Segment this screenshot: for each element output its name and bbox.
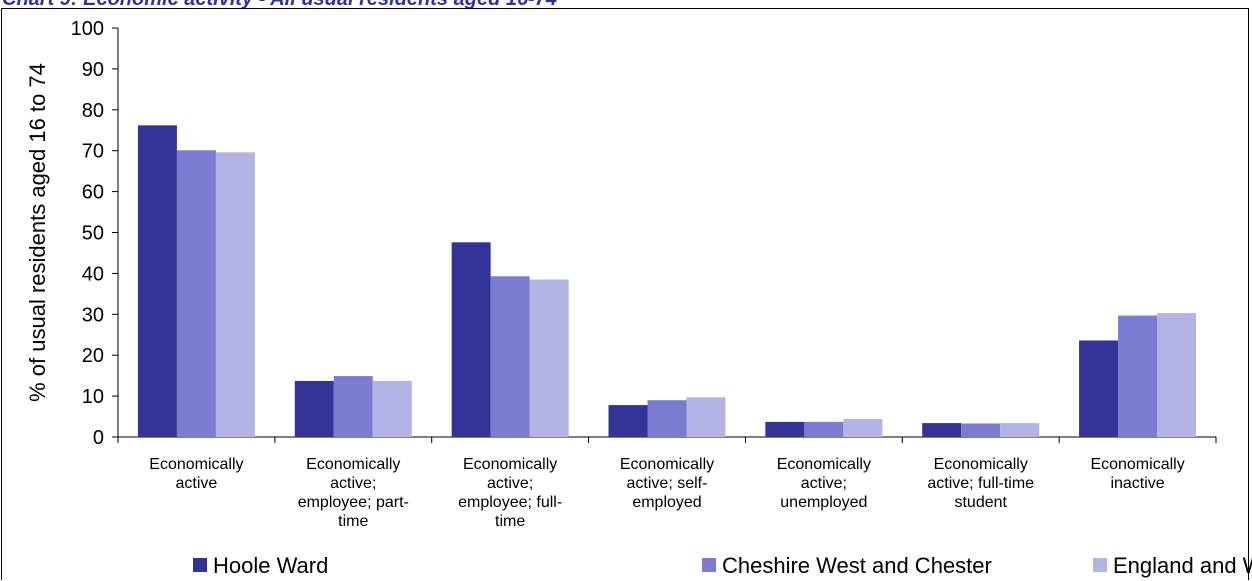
legend-label-2: England and Wales (1113, 553, 1252, 578)
bar-5-2 (1000, 423, 1040, 437)
legend-swatch-2 (1093, 558, 1107, 572)
y-tick-label: 90 (82, 59, 104, 81)
bar-0-0 (137, 125, 177, 437)
bar-1-2 (372, 380, 412, 437)
y-tick-label: 80 (82, 100, 104, 122)
bar-1-0 (294, 380, 334, 437)
y-tick-label: 50 (82, 223, 104, 245)
x-category-label: Economically active; unemployed (777, 456, 871, 511)
bar-5-0 (922, 423, 962, 437)
y-tick-label: 10 (82, 386, 104, 408)
x-category-label: Economically inactive (1090, 456, 1184, 492)
bar-2-2 (529, 279, 569, 437)
bar-4-1 (804, 421, 844, 437)
legend-swatch-0 (193, 558, 207, 572)
y-tick-label: 70 (82, 141, 104, 163)
bar-6-1 (1118, 315, 1158, 437)
bar-6-2 (1157, 313, 1197, 437)
legend-swatch-1 (702, 558, 716, 572)
y-tick-label: 0 (93, 427, 104, 449)
x-category-label: Economically active (149, 456, 243, 492)
bar-4-2 (843, 419, 883, 437)
bar-3-1 (647, 400, 687, 437)
bar-0-2 (215, 152, 255, 437)
y-tick-label: 30 (82, 304, 104, 326)
bar-1-1 (333, 376, 373, 437)
bar-3-2 (686, 397, 726, 437)
bar-4-0 (765, 421, 805, 437)
bar-2-1 (490, 276, 530, 437)
bar-6-0 (1079, 340, 1119, 437)
bar-3-0 (608, 405, 648, 437)
y-tick-label: 100 (71, 18, 104, 40)
y-axis-label: % of usual residents aged 16 to 74 (25, 63, 50, 402)
x-category-label: Economically active; self-employed (620, 456, 714, 511)
y-tick-label: 20 (82, 345, 104, 367)
x-category-label: Economically active; full-time student (927, 456, 1034, 511)
bar-5-1 (961, 423, 1001, 437)
legend-label-0: Hoole Ward (213, 553, 328, 578)
bar-2-0 (451, 242, 491, 437)
x-category-label: Economically active; employee; part-time (298, 456, 409, 530)
x-category-label: Economically active; employee; full-time (458, 456, 562, 530)
chart-title: Chart 9: Economic activity - All usual r… (2, 0, 557, 11)
bar-0-1 (176, 150, 216, 437)
y-tick-label: 60 (82, 182, 104, 204)
legend-label-1: Cheshire West and Chester (722, 553, 992, 578)
chart-frame (1, 8, 1249, 580)
y-tick-label: 40 (82, 263, 104, 285)
